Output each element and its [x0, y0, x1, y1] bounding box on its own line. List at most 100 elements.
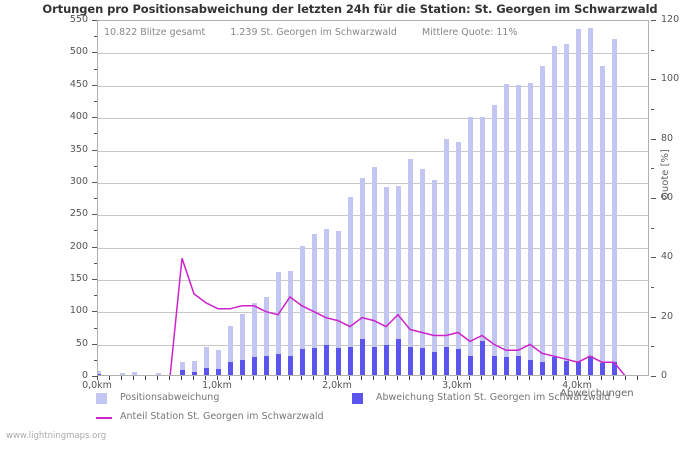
y-axis-left-tick	[92, 311, 97, 313]
bar-station	[443, 346, 449, 375]
bar-station	[227, 362, 233, 375]
x-axis-tick	[469, 376, 470, 380]
x-axis-tick-label: 1,0km	[202, 380, 232, 391]
bar-station	[407, 346, 413, 375]
x-axis-tick	[265, 376, 266, 380]
x-axis-tick	[241, 376, 242, 380]
y-axis-left-tick	[92, 343, 97, 345]
bar-total	[419, 169, 425, 375]
bar-total	[575, 29, 581, 375]
x-axis-tick	[529, 376, 530, 380]
y-axis-right-tick	[651, 316, 656, 318]
bar-total	[155, 373, 161, 375]
bar-station	[335, 347, 341, 375]
bar-total	[527, 83, 533, 375]
bar-station	[611, 362, 617, 375]
bar-station	[527, 359, 533, 375]
y-axis-left-tick-label: 0	[81, 370, 88, 381]
y-axis-left-tick	[92, 84, 97, 86]
y-axis-left-tick-label: 400	[69, 111, 88, 123]
bar-station	[203, 367, 209, 375]
bar-station	[515, 355, 521, 375]
y-axis-left-tick	[92, 20, 97, 21]
bar-station	[491, 355, 497, 375]
y-axis-right-tick	[651, 20, 656, 21]
x-axis-tick	[145, 376, 146, 380]
y-axis-left-tick	[92, 278, 97, 280]
bar-station	[431, 352, 437, 375]
legend-label[interactable]: Positionsabweichung	[120, 392, 220, 403]
y-axis-right-tick-label: 40	[661, 251, 674, 263]
y-axis-right-minor-tick	[651, 346, 654, 348]
bar-total	[407, 158, 413, 375]
x-axis-tick	[193, 376, 194, 380]
y-axis-left-minor-tick	[94, 230, 97, 232]
y-axis-right-tick-label: 20	[661, 310, 674, 322]
y-axis-right-minor-tick	[651, 227, 654, 229]
x-axis-tick	[97, 376, 98, 380]
x-axis-title: Abweichungen	[560, 388, 634, 399]
x-axis-tick	[577, 376, 578, 380]
bar-total	[491, 105, 497, 375]
x-axis-tick	[277, 376, 278, 380]
x-axis-tick	[541, 376, 542, 380]
bar-station	[587, 355, 593, 375]
chart-subtitle: 10.822 Blitze gesamt 1.239 St. Georgen i…	[104, 27, 540, 38]
legend-swatch	[352, 393, 363, 404]
x-axis-tick	[133, 376, 134, 380]
y-axis-left-minor-tick	[94, 68, 97, 70]
gridline	[98, 53, 648, 55]
x-axis-tick-label: 3,0km	[442, 380, 472, 391]
legend-swatch	[96, 393, 107, 404]
bar-total	[455, 142, 461, 375]
bar-total	[131, 371, 137, 375]
bar-station	[323, 345, 329, 375]
x-axis-tick	[217, 376, 218, 380]
bar-total	[431, 179, 437, 375]
gridline	[98, 85, 648, 87]
x-axis-tick	[349, 376, 350, 380]
y-axis-right-title: Quote [%]	[660, 149, 671, 200]
bar-station	[179, 369, 185, 375]
bar-total	[119, 373, 125, 375]
bar-station	[467, 355, 473, 375]
y-axis-right-minor-tick	[651, 109, 654, 110]
x-axis-tick	[121, 376, 122, 380]
y-axis-right-tick-label: 0	[661, 370, 668, 381]
legend-line-marker	[96, 417, 112, 419]
x-axis-tick	[433, 376, 434, 380]
bar-station	[359, 339, 365, 375]
legend-label[interactable]: Abweichung Station St. Georgen im Schwar…	[376, 392, 611, 403]
x-axis-tick	[109, 376, 110, 380]
bar-total	[98, 371, 101, 375]
x-axis-tick	[589, 376, 590, 380]
legend-label[interactable]: Anteil Station St. Georgen im Schwarzwal…	[120, 411, 324, 422]
subtitle-total: 10.822 Blitze gesamt	[104, 27, 206, 38]
bar-total	[479, 116, 485, 375]
y-axis-left-tick-label: 150	[69, 272, 88, 284]
y-axis-left-minor-tick	[94, 262, 97, 264]
y-axis-right-minor-tick	[651, 287, 654, 288]
bar-station	[479, 340, 485, 375]
y-axis-left-minor-tick	[94, 327, 97, 329]
bar-total	[563, 43, 569, 375]
x-axis-tick	[601, 376, 602, 380]
y-axis-right-tick	[651, 198, 656, 199]
y-axis-right-tick	[651, 376, 656, 377]
x-axis-tick	[397, 376, 398, 380]
bar-station	[551, 356, 557, 375]
x-axis-tick	[553, 376, 554, 380]
bar-total	[587, 28, 593, 375]
x-axis-tick	[313, 376, 314, 380]
y-axis-left-tick	[92, 376, 97, 377]
bar-station	[347, 346, 353, 375]
bar-total	[551, 45, 557, 375]
x-axis-tick	[337, 376, 338, 380]
x-axis-tick	[517, 376, 518, 380]
y-axis-left-tick	[92, 149, 97, 151]
x-axis-tick	[505, 376, 506, 380]
y-axis-right-tick	[651, 257, 656, 259]
y-axis-left-tick-label: 100	[69, 305, 88, 317]
bar-station	[371, 346, 377, 375]
